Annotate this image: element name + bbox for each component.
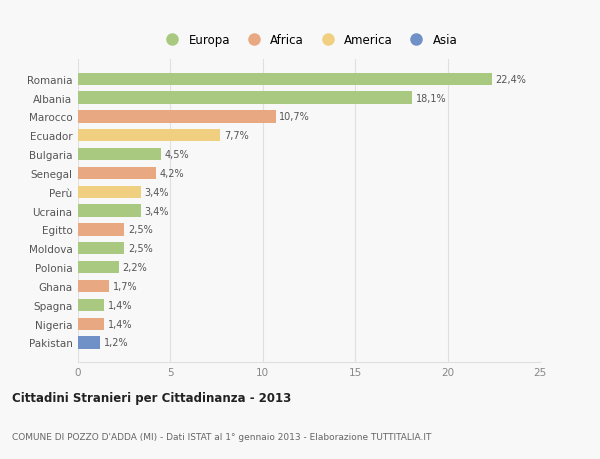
Bar: [78, 318, 104, 330]
Text: 1,2%: 1,2%: [104, 338, 128, 348]
Text: Cittadini Stranieri per Cittadinanza - 2013: Cittadini Stranieri per Cittadinanza - 2…: [12, 391, 291, 404]
Text: 4,5%: 4,5%: [165, 150, 190, 160]
Text: 22,4%: 22,4%: [496, 74, 527, 84]
Text: 2,5%: 2,5%: [128, 225, 152, 235]
Bar: [78, 224, 124, 236]
Text: 3,4%: 3,4%: [145, 187, 169, 197]
Text: 1,4%: 1,4%: [107, 319, 132, 329]
Text: 10,7%: 10,7%: [280, 112, 310, 122]
Bar: [78, 243, 124, 255]
Bar: [78, 205, 141, 217]
Bar: [78, 168, 155, 179]
Bar: [78, 262, 119, 274]
Text: 3,4%: 3,4%: [145, 206, 169, 216]
Bar: [78, 73, 492, 86]
Text: 7,7%: 7,7%: [224, 131, 249, 141]
Bar: [78, 336, 100, 349]
Text: 18,1%: 18,1%: [416, 93, 447, 103]
Text: 2,5%: 2,5%: [128, 244, 152, 254]
Bar: [78, 186, 141, 198]
Text: 4,2%: 4,2%: [160, 168, 184, 179]
Text: 1,7%: 1,7%: [113, 281, 138, 291]
Text: 2,2%: 2,2%: [122, 263, 147, 273]
Bar: [78, 92, 412, 105]
Text: 1,4%: 1,4%: [107, 300, 132, 310]
Bar: [78, 280, 109, 292]
Legend: Europa, Africa, America, Asia: Europa, Africa, America, Asia: [155, 29, 463, 51]
Text: COMUNE DI POZZO D'ADDA (MI) - Dati ISTAT al 1° gennaio 2013 - Elaborazione TUTTI: COMUNE DI POZZO D'ADDA (MI) - Dati ISTAT…: [12, 431, 431, 441]
Bar: [78, 299, 104, 311]
Bar: [78, 130, 220, 142]
Bar: [78, 149, 161, 161]
Bar: [78, 111, 276, 123]
